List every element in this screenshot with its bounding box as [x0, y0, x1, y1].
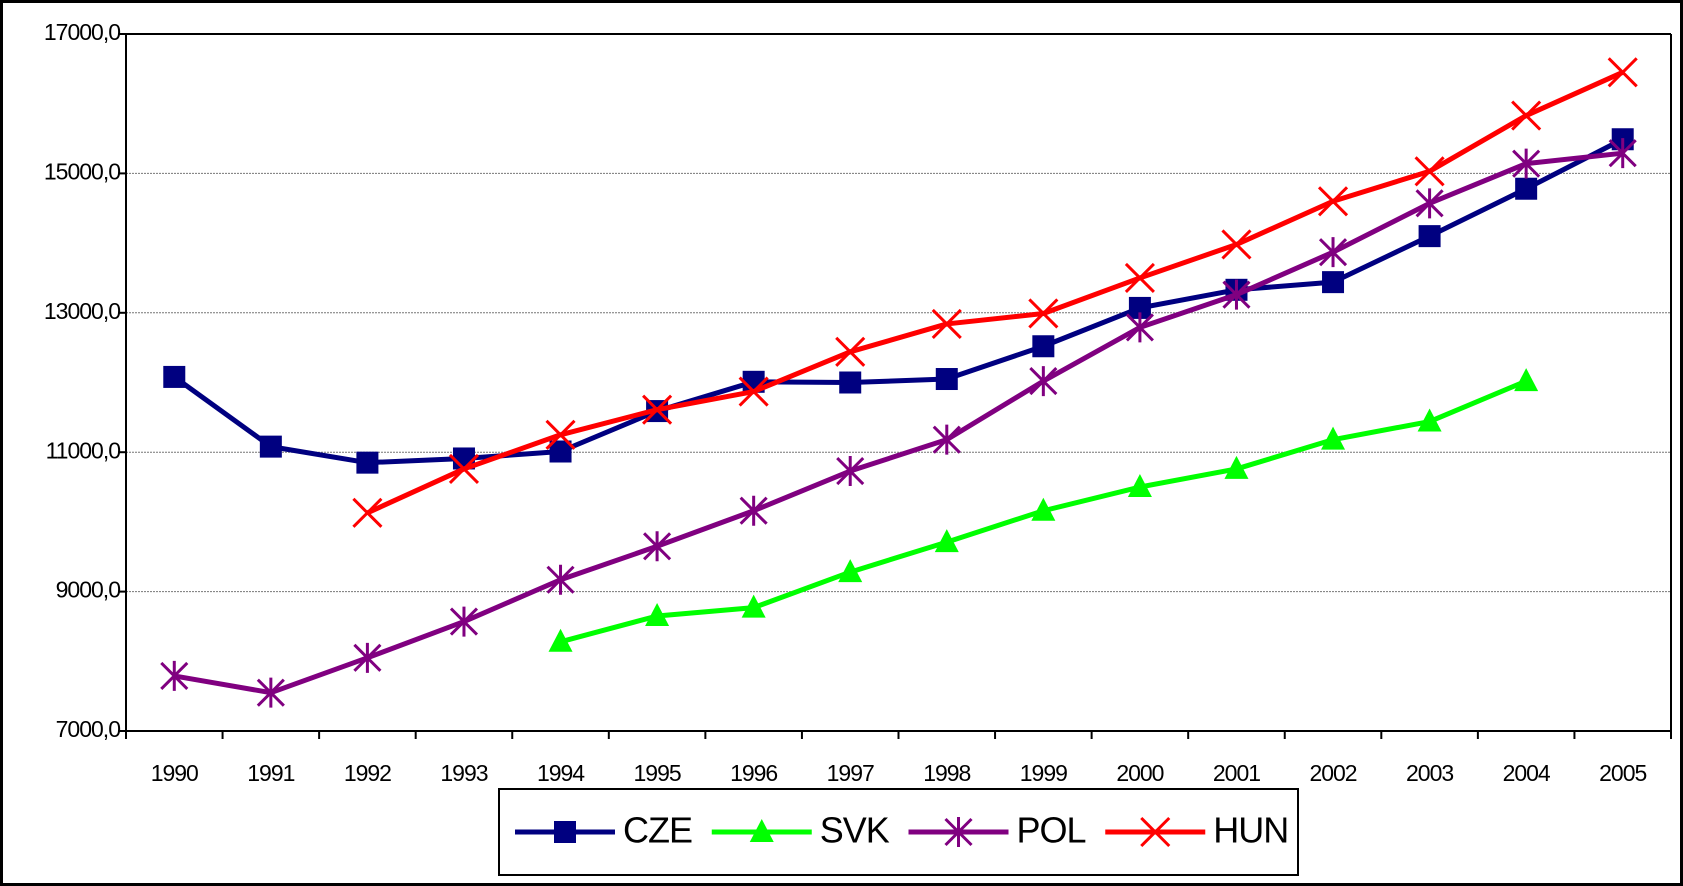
marker	[934, 529, 959, 553]
marker	[1514, 368, 1539, 392]
series-line	[173, 150, 1623, 696]
y-tick-label: 15000,0	[44, 158, 120, 184]
marker	[1128, 296, 1151, 319]
marker	[1029, 366, 1058, 397]
y-tick-label: 9000,0	[56, 577, 121, 603]
marker	[1224, 455, 1249, 479]
marker	[1414, 156, 1445, 187]
x-tick-label: 2000	[1116, 760, 1163, 786]
x-tick-label: 1999	[1020, 760, 1067, 786]
y-tick-label: 17000,0	[44, 19, 120, 45]
marker	[352, 497, 383, 528]
marker	[835, 336, 866, 367]
marker	[931, 308, 962, 340]
x-tick-label: 1997	[827, 760, 874, 786]
marker	[1511, 100, 1542, 131]
x-tick-label: 1998	[923, 760, 970, 786]
marker	[932, 424, 961, 455]
marker	[741, 594, 766, 618]
marker	[353, 642, 382, 673]
marker	[1127, 474, 1152, 498]
marker	[1222, 279, 1251, 310]
marker	[642, 394, 673, 425]
marker	[1512, 148, 1541, 179]
x-tick-label: 1995	[634, 760, 681, 786]
marker	[448, 453, 480, 484]
x-tick-label: 1992	[344, 760, 391, 786]
legend-label: HUN	[1213, 810, 1288, 851]
marker	[1607, 57, 1638, 88]
marker	[838, 559, 863, 583]
marker	[839, 371, 862, 394]
marker	[738, 376, 769, 407]
marker	[1608, 138, 1637, 169]
marker	[935, 368, 958, 391]
marker	[548, 628, 573, 652]
marker	[545, 419, 576, 450]
marker	[256, 677, 285, 708]
marker	[643, 531, 672, 562]
marker	[449, 606, 479, 637]
legend-label: SVK	[820, 810, 890, 851]
marker	[1321, 426, 1346, 450]
marker	[1415, 188, 1444, 219]
x-tick-label: 1990	[151, 760, 198, 786]
marker	[1417, 408, 1442, 432]
legend-label: CZE	[623, 810, 692, 851]
marker	[1221, 229, 1252, 260]
marker	[1028, 298, 1059, 329]
marker	[554, 821, 576, 843]
x-tick-label: 2003	[1406, 760, 1453, 786]
x-tick-label: 1993	[440, 760, 487, 786]
marker	[1322, 271, 1345, 294]
series-line	[172, 137, 1624, 466]
marker	[1140, 816, 1171, 848]
marker	[1124, 262, 1155, 294]
marker	[1032, 335, 1055, 358]
marker	[1317, 186, 1349, 217]
x-tick-label: 1996	[730, 760, 777, 786]
series-line	[366, 70, 1624, 516]
marker	[1318, 237, 1348, 268]
x-tick-label: 1991	[247, 760, 294, 786]
marker	[549, 440, 572, 463]
x-tick-label: 2005	[1599, 760, 1646, 786]
legend-label: POL	[1017, 810, 1086, 851]
marker	[944, 817, 973, 847]
x-tick-label: 2002	[1309, 760, 1356, 786]
marker	[1418, 225, 1441, 248]
y-tick-label: 11000,0	[46, 437, 121, 463]
y-tick-label: 7000,0	[56, 716, 121, 742]
marker	[160, 660, 189, 691]
x-tick-label: 1994	[537, 760, 585, 786]
marker	[739, 495, 768, 526]
marker	[546, 564, 575, 595]
x-tick-label: 2004	[1503, 760, 1551, 786]
marker	[1031, 497, 1056, 521]
y-tick-label: 13000,0	[44, 298, 120, 324]
marker	[749, 819, 774, 842]
marker	[1515, 177, 1538, 200]
marker	[163, 365, 186, 388]
marker	[356, 451, 379, 474]
marker	[836, 456, 865, 487]
x-tick-label: 2001	[1213, 760, 1260, 786]
marker	[259, 435, 282, 458]
marker	[645, 602, 670, 626]
marker	[1125, 312, 1154, 343]
